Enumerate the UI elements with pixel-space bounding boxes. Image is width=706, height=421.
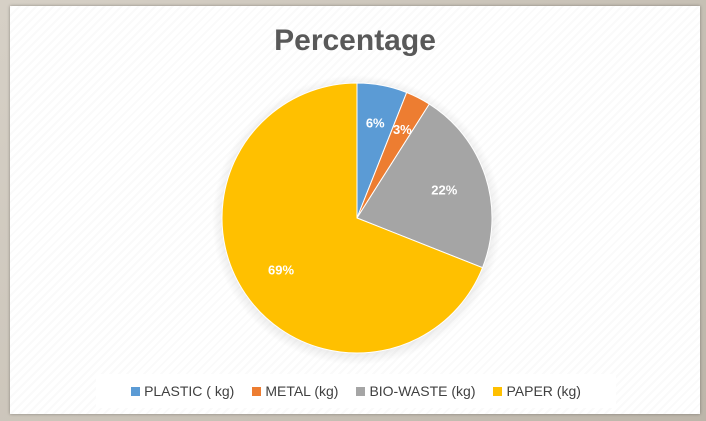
data-label-metal: 3% xyxy=(393,122,412,137)
legend-swatch-bio-waste xyxy=(356,386,366,396)
legend-item-bio-waste: BIO-WASTE (kg) xyxy=(356,383,475,399)
legend-label-bio-waste: BIO-WASTE (kg) xyxy=(369,383,476,399)
legend-label-paper: PAPER (kg) xyxy=(506,383,581,399)
legend-swatch-paper xyxy=(493,386,503,396)
legend-item-paper: PAPER (kg) xyxy=(493,383,581,399)
legend-swatch-metal xyxy=(252,386,262,396)
data-label-paper: 69% xyxy=(268,263,294,278)
chart-title: Percentage xyxy=(274,24,436,57)
chart-panel: Percentage 6% 3% 22% 69% PLASTIC ( kg) META… xyxy=(10,6,700,414)
pie-slice-bio-waste xyxy=(356,103,493,269)
legend-item-metal: METAL (kg) xyxy=(252,383,338,399)
data-label-bio-waste: 22% xyxy=(431,183,457,198)
legend-item-plastic: PLASTIC ( kg) xyxy=(131,383,234,399)
legend-label-metal: METAL (kg) xyxy=(265,383,339,399)
legend: PLASTIC ( kg) METAL (kg) BIO-WASTE (kg) … xyxy=(96,374,616,408)
pie-slice-paper xyxy=(221,82,484,354)
data-label-plastic: 6% xyxy=(366,116,385,131)
legend-swatch-plastic xyxy=(131,386,141,396)
legend-label-plastic: PLASTIC ( kg) xyxy=(144,383,235,399)
pie-chart: 6% 3% 22% 69% xyxy=(212,75,502,365)
